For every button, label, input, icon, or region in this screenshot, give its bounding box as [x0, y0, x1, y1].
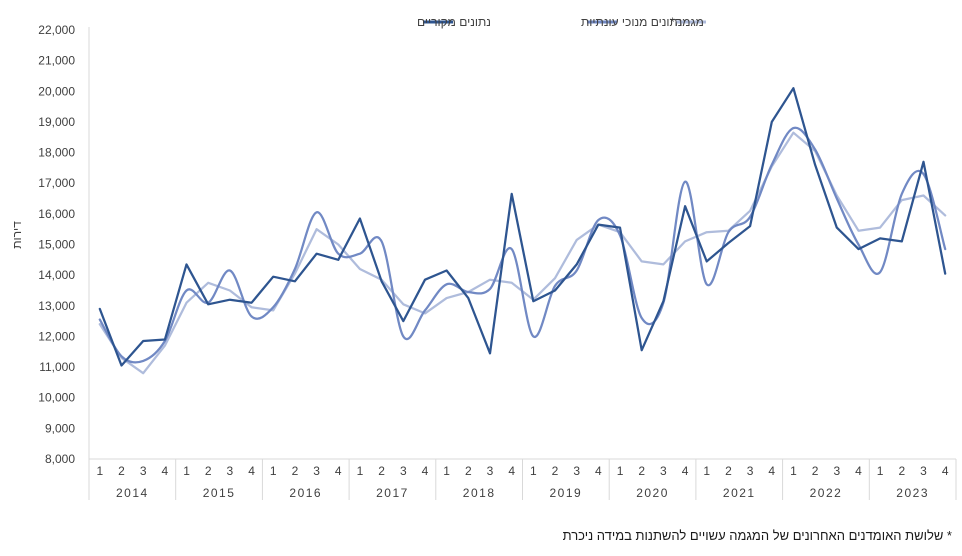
x-tick-label-year: 2015	[203, 486, 236, 500]
y-tick-label: 22,000	[38, 23, 75, 37]
y-tick-label: 20,000	[38, 84, 75, 98]
x-tick-label-quarter: 4	[162, 464, 169, 478]
y-tick-label: 8,000	[45, 452, 75, 466]
legend-label: נתונים מקוריים	[417, 15, 491, 29]
x-tick-label-quarter: 4	[335, 464, 342, 478]
x-tick-label-quarter: 3	[487, 464, 494, 478]
x-tick-label-quarter: 2	[638, 464, 645, 478]
x-tick-label-quarter: 4	[595, 464, 602, 478]
y-tick-label: 12,000	[38, 329, 75, 343]
y-tick-label: 18,000	[38, 146, 75, 160]
series-seasonally-adjusted-line	[98, 126, 947, 364]
x-tick-label-quarter: 2	[465, 464, 472, 478]
y-tick-label: 9,000	[45, 421, 75, 435]
x-tick-label-quarter: 4	[942, 464, 949, 478]
x-tick-label-quarter: 4	[248, 464, 255, 478]
x-tick-label-quarter: 1	[96, 464, 103, 478]
y-tick-label: 13,000	[38, 299, 75, 313]
legend-label: נתונים מנוכי עונתיות	[581, 15, 682, 29]
y-tick-label: 17,000	[38, 176, 75, 190]
x-tick-label-quarter: 2	[118, 464, 125, 478]
x-tick-label-quarter: 1	[530, 464, 537, 478]
x-tick-label-quarter: 3	[573, 464, 580, 478]
x-tick-label-year: 2018	[463, 486, 496, 500]
x-tick-label-quarter: 2	[812, 464, 819, 478]
x-tick-label-quarter: 2	[552, 464, 559, 478]
y-tick-label: 21,000	[38, 54, 75, 68]
x-tick-label-quarter: 3	[920, 464, 927, 478]
x-tick-label-quarter: 1	[703, 464, 710, 478]
x-tick-label-quarter: 1	[443, 464, 450, 478]
x-tick-label-quarter: 1	[357, 464, 364, 478]
y-tick-label: 16,000	[38, 207, 75, 221]
x-tick-label-year: 2016	[289, 486, 322, 500]
x-tick-label-quarter: 1	[183, 464, 190, 478]
x-tick-label-year: 2021	[723, 486, 756, 500]
line-chart: 8,000 9,000 10,000 11,000 12,000 13,000 14,000…	[10, 15, 957, 500]
x-tick-label-quarter: 4	[768, 464, 775, 478]
legend-label: מגמה*	[670, 15, 704, 29]
x-tick-label-quarter: 4	[855, 464, 862, 478]
x-tick-label-quarter: 2	[378, 464, 385, 478]
x-tick-label-quarter: 3	[400, 464, 407, 478]
x-tick-label-quarter: 4	[508, 464, 515, 478]
y-tick-label: 10,000	[38, 391, 75, 405]
y-tick-label: 19,000	[38, 115, 75, 129]
x-tick-label-quarter: 3	[313, 464, 320, 478]
series-original-line	[98, 87, 947, 367]
x-tick-label-quarter: 1	[877, 464, 884, 478]
x-tick-label-year: 2017	[376, 486, 409, 500]
x-tick-label-year: 2023	[896, 486, 929, 500]
x-tick-label-quarter: 1	[270, 464, 277, 478]
x-tick-label-year: 2019	[549, 486, 582, 500]
x-tick-label-quarter: 2	[725, 464, 732, 478]
x-tick-label-quarter: 3	[227, 464, 234, 478]
x-tick-label-year: 2020	[636, 486, 669, 500]
x-tick-label-year: 2014	[116, 486, 149, 500]
x-tick-label-quarter: 3	[660, 464, 667, 478]
x-tick-label-quarter: 4	[682, 464, 689, 478]
y-axis-title: דירות	[10, 221, 24, 249]
footnote: * שלושת האומדנים האחרונים של המגמה עשויי…	[562, 528, 952, 543]
x-tick-label-quarter: 3	[833, 464, 840, 478]
y-tick-label: 15,000	[38, 238, 75, 252]
x-tick-label-quarter: 2	[205, 464, 212, 478]
x-tick-label-quarter: 3	[140, 464, 147, 478]
y-tick-label: 14,000	[38, 268, 75, 282]
x-tick-label-quarter: 2	[898, 464, 905, 478]
x-tick-label-year: 2022	[810, 486, 843, 500]
x-tick-label-quarter: 4	[422, 464, 429, 478]
x-tick-label-quarter: 1	[790, 464, 797, 478]
x-tick-label-quarter: 1	[617, 464, 624, 478]
x-tick-label-quarter: 3	[747, 464, 754, 478]
x-tick-label-quarter: 2	[292, 464, 299, 478]
y-tick-label: 11,000	[39, 360, 75, 374]
